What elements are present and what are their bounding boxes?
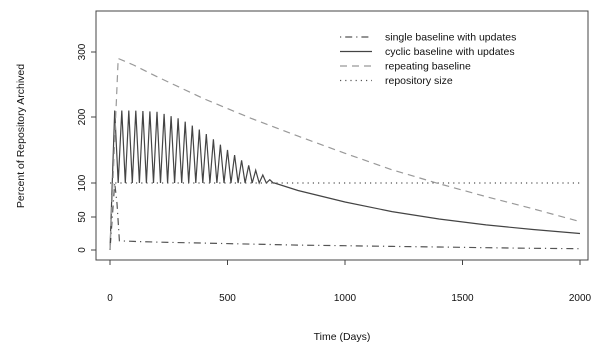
series-layer bbox=[109, 57, 581, 251]
series-line bbox=[109, 110, 581, 251]
legend-label: single baseline with updates bbox=[385, 32, 516, 44]
legend: single baseline with updates cyclic basel… bbox=[340, 32, 516, 87]
x-tick-label: 2000 bbox=[569, 293, 592, 304]
x-tick-label: 0 bbox=[107, 293, 113, 304]
y-axis-label: Percent of Repository Archived bbox=[15, 64, 27, 208]
legend-label: cyclic baseline with updates bbox=[385, 46, 515, 58]
y-tick-label: 200 bbox=[77, 108, 88, 125]
x-tick-label: 500 bbox=[219, 293, 236, 304]
y-tick-label: 300 bbox=[77, 43, 88, 60]
legend-label: repeating baseline bbox=[385, 61, 471, 73]
y-axis: 0 50 100 200 300 bbox=[77, 43, 96, 253]
x-axis: 0 500 1000 1500 2000 bbox=[107, 260, 592, 304]
x-tick-label: 1500 bbox=[451, 293, 474, 304]
series-line bbox=[109, 57, 581, 251]
y-tick-label: 100 bbox=[77, 174, 88, 191]
legend-label: repository size bbox=[385, 75, 453, 87]
series-line bbox=[109, 182, 581, 251]
y-tick-label: 50 bbox=[77, 211, 88, 223]
y-tick-label: 0 bbox=[77, 247, 88, 253]
x-axis-label: Time (Days) bbox=[314, 331, 371, 343]
x-tick-label: 1000 bbox=[334, 293, 357, 304]
plot-frame bbox=[95, 10, 589, 261]
